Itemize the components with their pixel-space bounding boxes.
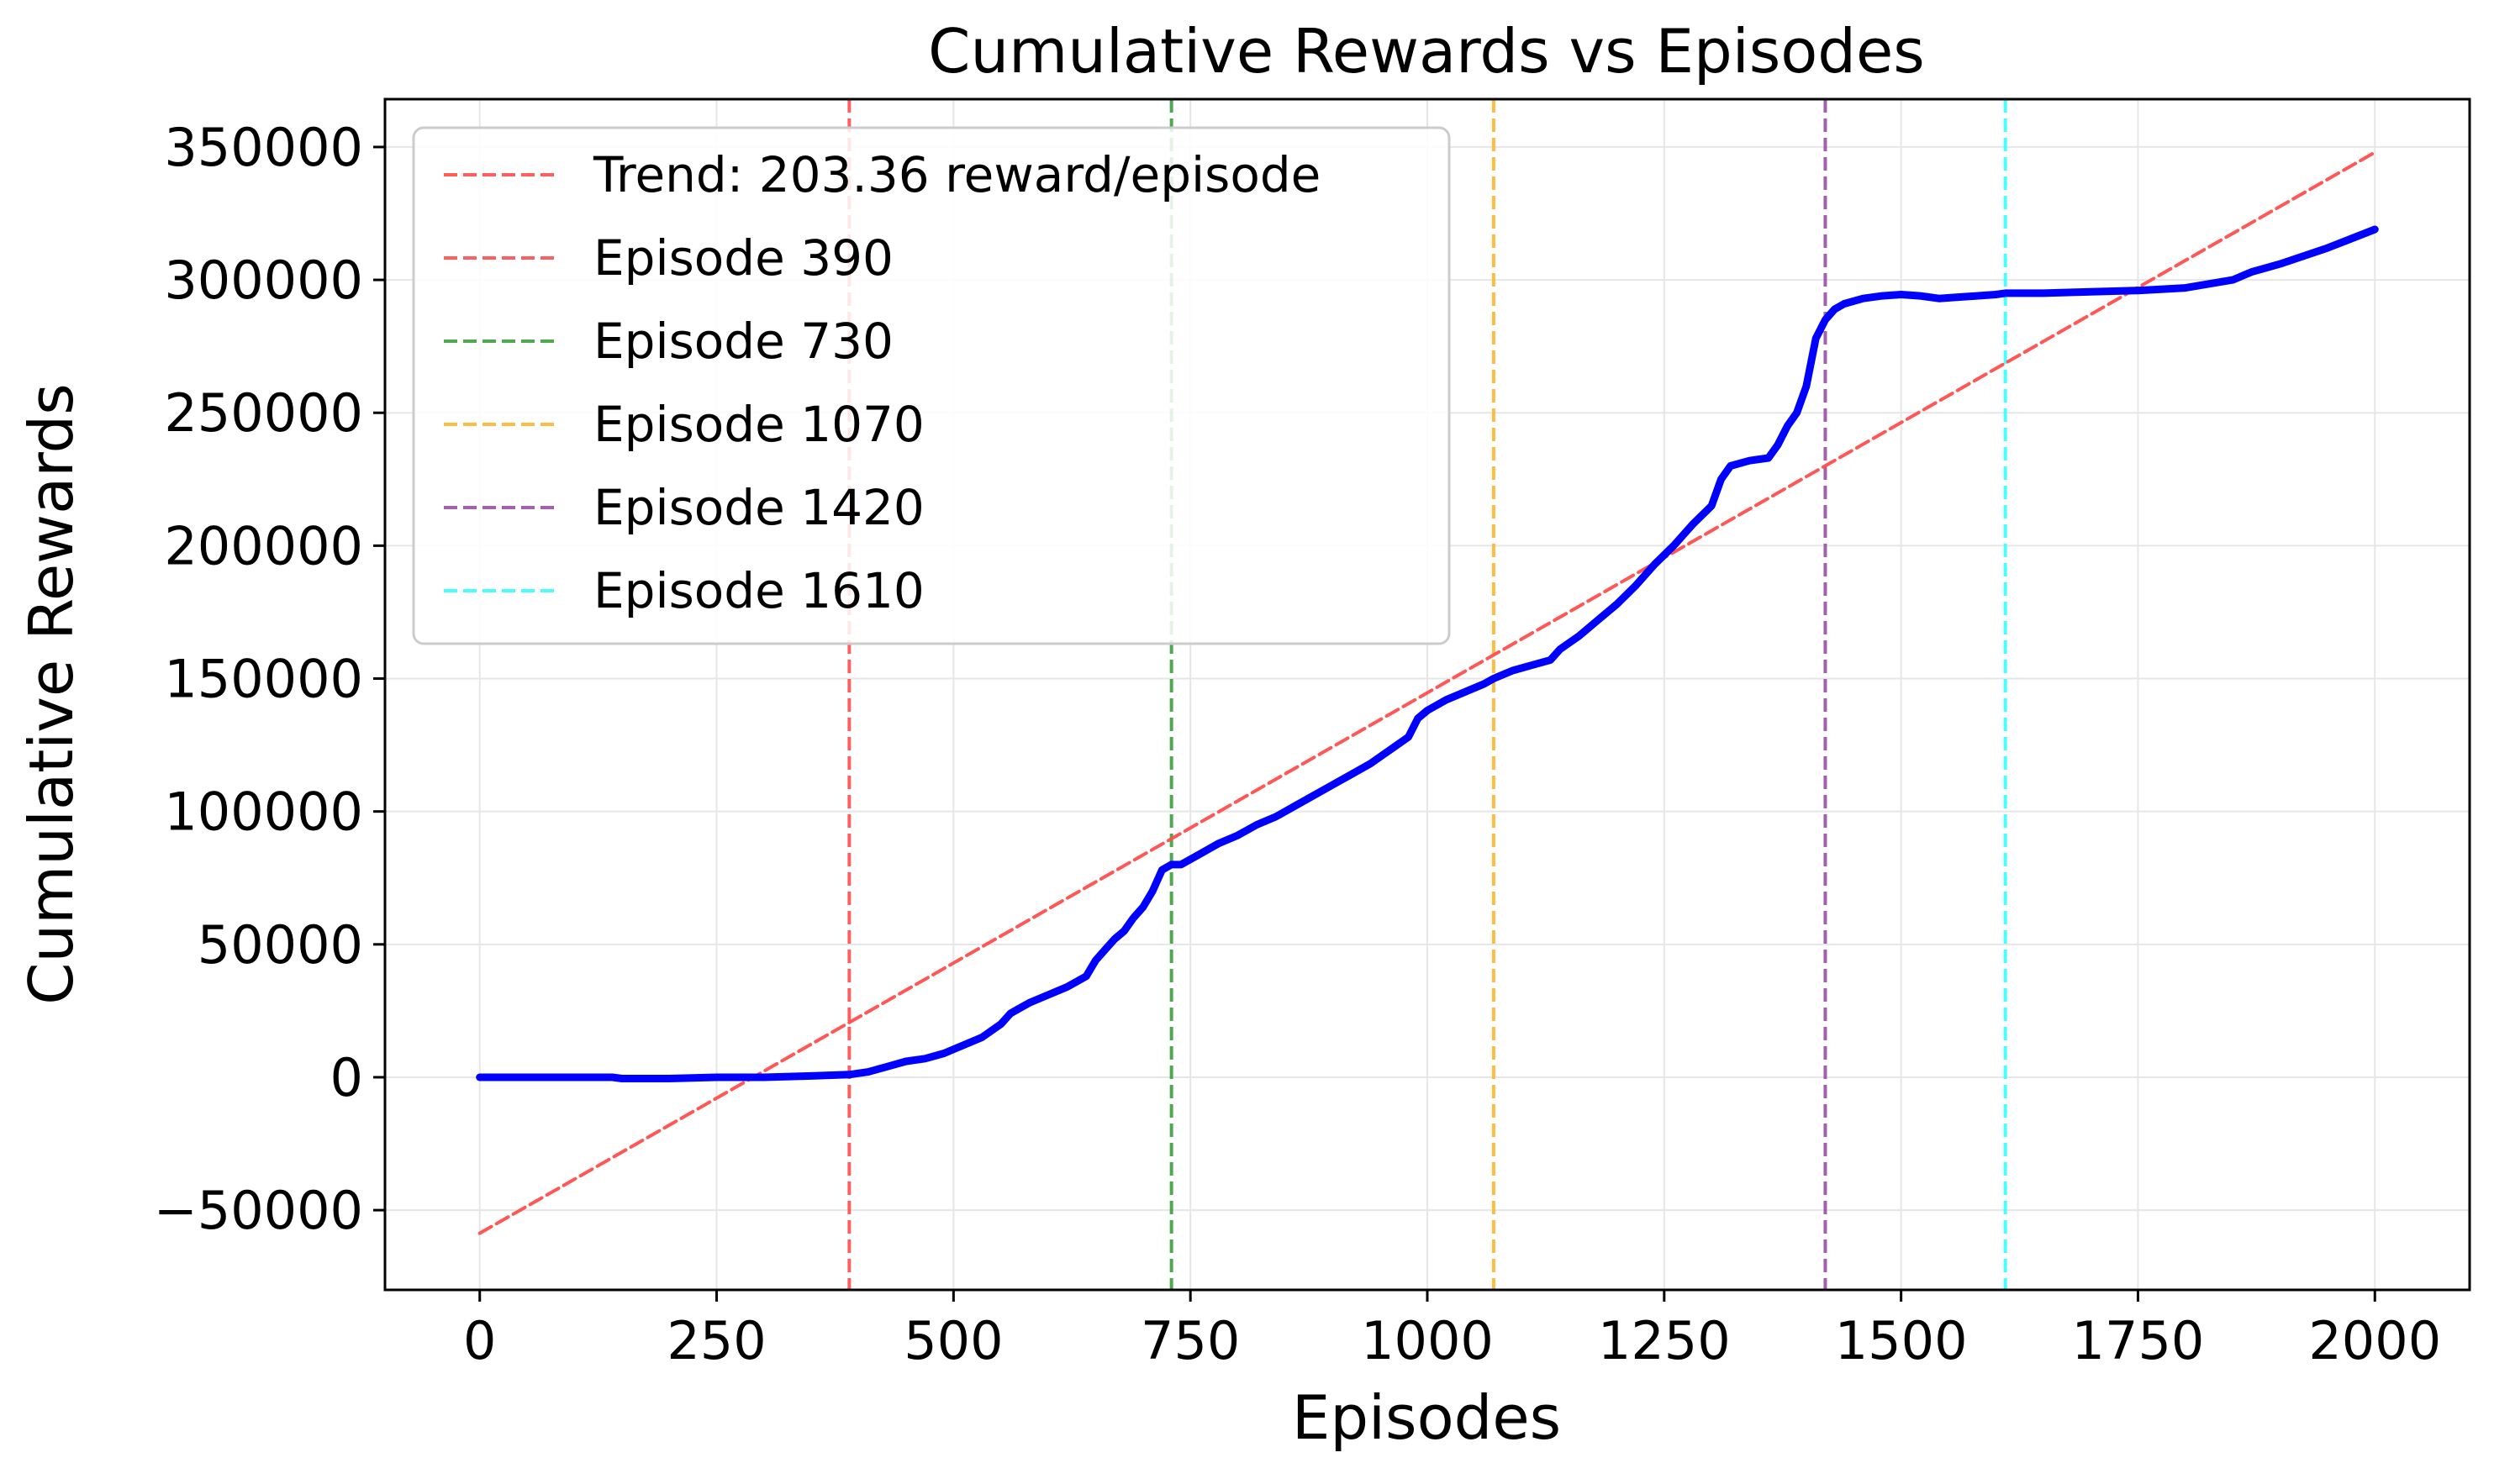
legend-label: Episode 1070 <box>593 396 925 453</box>
x-tick-label: 1000 <box>1361 1310 1494 1371</box>
y-tick-label: 200000 <box>164 515 363 576</box>
cumulative-rewards-line <box>476 225 2379 1082</box>
x-axis-ticks: 0 250 500 750 1000 1250 1500 1750 2000 <box>463 1290 2441 1371</box>
x-axis-label: Episodes <box>1292 1382 1561 1453</box>
x-tick-label: 750 <box>1141 1310 1240 1371</box>
y-tick-label: −50000 <box>154 1180 363 1241</box>
y-tick-label: 100000 <box>164 781 363 843</box>
x-tick-label: 250 <box>667 1310 766 1371</box>
x-tick-label: 500 <box>904 1310 1003 1371</box>
legend-label: Episode 390 <box>593 229 894 287</box>
x-tick-label: 0 <box>463 1310 496 1371</box>
legend-label: Episode 1610 <box>593 562 925 619</box>
legend-label: Episode 1420 <box>593 479 925 536</box>
legend-label: Trend: 203.36 reward/episode <box>593 146 1321 203</box>
legend: Trend: 203.36 reward/episode Episode 390 E… <box>412 126 1451 645</box>
x-tick-label: 1750 <box>2072 1310 2205 1371</box>
trend-line <box>477 150 2377 1235</box>
y-tick-label: 150000 <box>164 649 363 710</box>
y-axis-label: Cumulative Rewards <box>16 383 87 1004</box>
x-tick-label: 1250 <box>1598 1310 1731 1371</box>
legend-label: Episode 730 <box>593 313 894 370</box>
y-axis-ticks: −50000 0 50000 100000 150000 200000 250000 3000… <box>154 117 385 1241</box>
y-tick-label: 50000 <box>198 914 363 976</box>
x-tick-label: 1500 <box>1835 1310 1968 1371</box>
y-tick-label: 250000 <box>164 382 363 444</box>
y-tick-label: 0 <box>330 1047 363 1108</box>
legend-box <box>412 126 1451 645</box>
x-tick-label: 2000 <box>2308 1310 2441 1371</box>
y-tick-label: 300000 <box>164 250 363 311</box>
y-tick-label: 350000 <box>164 117 363 178</box>
chart-title: Cumulative Rewards vs Episodes <box>928 16 1925 87</box>
series-lines <box>476 150 2379 1235</box>
